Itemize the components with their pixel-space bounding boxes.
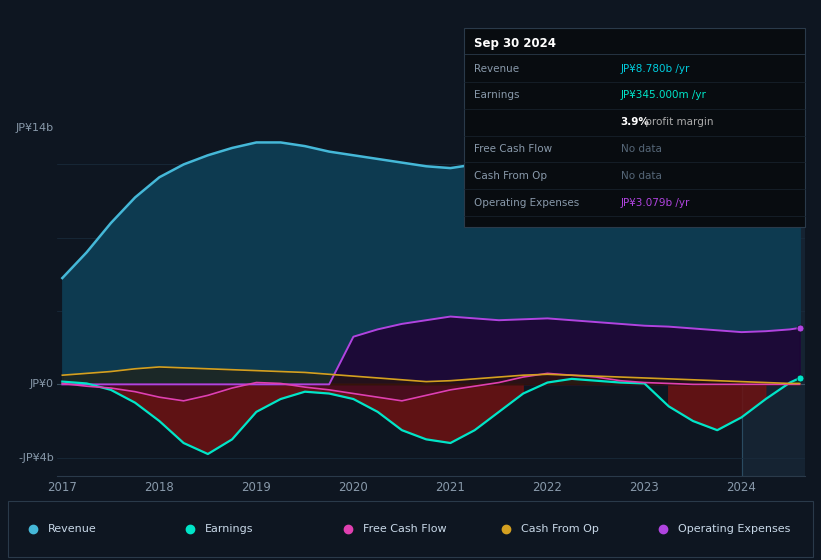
Text: profit margin: profit margin <box>642 117 713 127</box>
Text: Sep 30 2024: Sep 30 2024 <box>474 37 556 50</box>
Text: Operating Expenses: Operating Expenses <box>678 524 791 534</box>
Text: No data: No data <box>621 171 662 181</box>
Text: 3.9%: 3.9% <box>621 117 649 127</box>
Text: JP¥3.079b /yr: JP¥3.079b /yr <box>621 198 690 208</box>
Text: JP¥0: JP¥0 <box>30 379 53 389</box>
Text: Free Cash Flow: Free Cash Flow <box>474 144 552 154</box>
Text: JP¥8.780b /yr: JP¥8.780b /yr <box>621 63 690 73</box>
Text: Earnings: Earnings <box>205 524 254 534</box>
Text: Cash From Op: Cash From Op <box>474 171 547 181</box>
Text: JP¥14b: JP¥14b <box>16 123 53 133</box>
Text: -JP¥4b: -JP¥4b <box>18 452 53 463</box>
Bar <box>741 73 810 476</box>
Text: Cash From Op: Cash From Op <box>521 524 599 534</box>
Text: No data: No data <box>621 144 662 154</box>
Text: Revenue: Revenue <box>474 63 519 73</box>
Text: Operating Expenses: Operating Expenses <box>474 198 579 208</box>
Text: Free Cash Flow: Free Cash Flow <box>363 524 447 534</box>
Text: JP¥345.000m /yr: JP¥345.000m /yr <box>621 90 706 100</box>
Text: Earnings: Earnings <box>474 90 519 100</box>
Text: Revenue: Revenue <box>48 524 96 534</box>
